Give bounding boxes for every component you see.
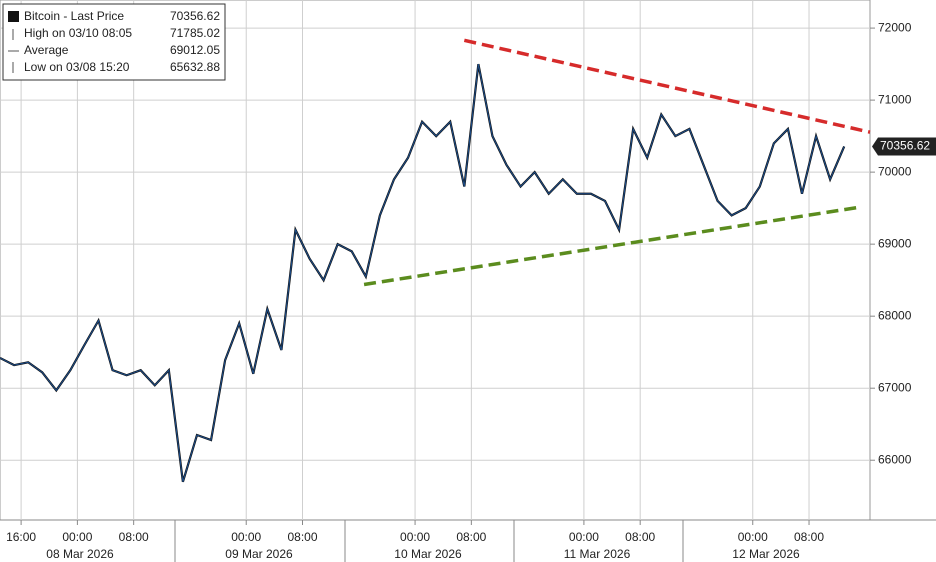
price-line: [0, 64, 845, 482]
last-price-tag: [872, 137, 936, 156]
y-tick-label: 72000: [878, 20, 912, 34]
x-tick-label: 08:00: [794, 530, 824, 544]
x-tick-label: 00:00: [569, 530, 599, 544]
x-tick-label: 00:00: [738, 530, 768, 544]
legend-swatch: [8, 11, 19, 22]
y-tick-label: 69000: [878, 236, 912, 250]
x-tick-label: 08:00: [119, 530, 149, 544]
legend-label: High on 03/10 08:05: [24, 26, 132, 40]
date-label: 11 Mar 2026: [564, 547, 631, 561]
y-tick-label: 68000: [878, 308, 912, 322]
x-tick-label: 08:00: [456, 530, 486, 544]
y-tick-label: 67000: [878, 380, 912, 394]
x-tick-label: 08:00: [287, 530, 317, 544]
trend-line: [363, 205, 859, 287]
y-tick-label: 71000: [878, 92, 912, 106]
legend-value: 69012.05: [170, 43, 220, 57]
last-price-label: 70356.62: [880, 139, 930, 153]
legend: Bitcoin - Last Price 70356.62 High on 03…: [2, 3, 226, 81]
date-label: 09 Mar 2026: [225, 547, 293, 561]
plot-area: [0, 0, 871, 521]
x-tick-label: 16:00: [6, 530, 36, 544]
y-tick-label: 70000: [878, 164, 912, 178]
legend-label: Average: [24, 43, 69, 57]
x-tick-label: 00:00: [400, 530, 430, 544]
date-label: 08 Mar 2026: [46, 547, 114, 561]
legend-label: Low on 03/08 15:20: [24, 60, 130, 74]
x-tick-label: 00:00: [62, 530, 92, 544]
date-label: 12 Mar 2026: [732, 547, 800, 561]
legend-value: 71785.02: [170, 26, 220, 40]
legend-box: [2, 3, 226, 81]
date-label: 10 Mar 2026: [394, 547, 462, 561]
trend-line: [463, 38, 871, 134]
x-tick-label: 00:00: [231, 530, 261, 544]
x-tick-label: 08:00: [625, 530, 655, 544]
legend-value: 70356.62: [170, 9, 220, 23]
legend-value: 65632.88: [170, 60, 220, 74]
legend-label: Bitcoin - Last Price: [24, 9, 124, 23]
y-tick-label: 66000: [878, 452, 912, 466]
